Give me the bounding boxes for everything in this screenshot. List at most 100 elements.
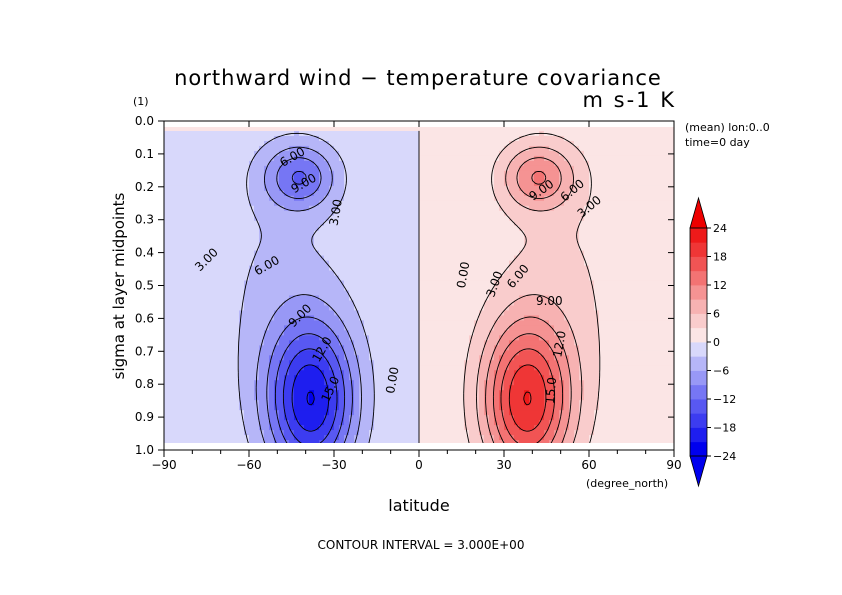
contour-cell [444, 295, 450, 302]
contour-cell [419, 210, 425, 217]
contour-cell [294, 315, 300, 321]
contour-cell [164, 225, 170, 232]
contour-cell [209, 240, 215, 247]
contour-cell [254, 425, 260, 431]
contour-cell [289, 380, 295, 386]
contour-cell [499, 285, 505, 292]
contour-cell [369, 290, 375, 297]
contour-cell [439, 325, 445, 331]
contour-cell [324, 190, 330, 197]
contour-cell [239, 175, 245, 182]
contour-cell [359, 370, 365, 376]
contour-cell [189, 385, 195, 391]
contour-cell [179, 280, 185, 287]
contour-cell [409, 290, 415, 297]
contour-cell [224, 435, 230, 441]
contour-cell [434, 250, 440, 257]
contour-cell [214, 330, 220, 336]
contour-cell [224, 121, 230, 127]
contour-cell [299, 310, 305, 316]
contour-cell [174, 335, 180, 341]
contour-cell [199, 430, 205, 436]
contour-cell [334, 350, 340, 356]
contour-cell [504, 320, 510, 326]
contour-cell [329, 140, 335, 147]
contour-cell [244, 415, 250, 421]
contour-cell [439, 200, 445, 207]
contour-cell [369, 195, 375, 202]
contour-cell [224, 210, 230, 217]
contour-cell [404, 375, 410, 381]
contour-cell [439, 415, 445, 421]
contour-cell [354, 295, 360, 302]
contour-cell [169, 255, 175, 262]
contour-cell [249, 325, 255, 331]
contour-cell [204, 220, 210, 227]
contour-cell [474, 205, 480, 212]
contour-cell [444, 285, 450, 292]
contour-cell [464, 230, 470, 237]
contour-cell [459, 280, 465, 287]
contour-cell [389, 315, 395, 321]
contour-cell [449, 175, 455, 182]
contour-cell [219, 215, 225, 222]
contour-cell [439, 160, 445, 167]
contour-cell [469, 121, 475, 127]
contour-cell [269, 430, 275, 436]
contour-cell [414, 245, 420, 252]
contour-cell [334, 275, 340, 282]
contour-cell [349, 435, 355, 441]
contour-cell [279, 275, 285, 282]
contour-cell [364, 215, 370, 222]
contour-cell [459, 285, 465, 292]
contour-cell [539, 145, 545, 152]
contour-cell [399, 315, 405, 321]
contour-cell [289, 330, 295, 336]
contour-cell [409, 295, 415, 302]
contour-cell [234, 395, 240, 401]
contour-cell [409, 300, 415, 307]
contour-cell [249, 375, 255, 381]
contour-cell [239, 285, 245, 292]
contour-cell [404, 340, 410, 346]
contour-cell [234, 385, 240, 391]
contour-cell [309, 325, 315, 331]
contour-cell [314, 165, 320, 172]
contour-cell [284, 310, 290, 316]
contour-cell [339, 121, 345, 127]
contour-cell [329, 160, 335, 167]
contour-cell [269, 345, 275, 351]
contour-cell [284, 230, 290, 237]
contour-cell [364, 230, 370, 237]
contour-cell [484, 285, 490, 292]
contour-cell [534, 360, 540, 366]
contour-cell [339, 175, 345, 182]
contour-cell [299, 145, 305, 152]
contour-cell [254, 350, 260, 356]
contour-cell [484, 290, 490, 297]
contour-cell [184, 127, 190, 132]
contour-cell [334, 190, 340, 197]
contour-cell [519, 410, 525, 416]
contour-cell [489, 395, 495, 401]
contour-cell [414, 145, 420, 152]
contour-cell [369, 185, 375, 192]
contour-cell [389, 240, 395, 247]
contour-cell [304, 245, 310, 252]
contour-cell [454, 265, 460, 272]
contour-cell [364, 305, 370, 312]
contour-cell [179, 380, 185, 386]
contour-cell [484, 185, 490, 192]
contour-cell [489, 260, 495, 267]
contour-cell [339, 225, 345, 232]
contour-cell [294, 155, 300, 162]
contour-cell [204, 265, 210, 272]
contour-cell [179, 185, 185, 192]
contour-cell [274, 440, 280, 443]
contour-cell [414, 155, 420, 162]
contour-cell [449, 121, 455, 127]
contour-cell [444, 205, 450, 212]
contour-cell [434, 435, 440, 441]
contour-cell [174, 365, 180, 371]
contour-cell [484, 350, 490, 356]
